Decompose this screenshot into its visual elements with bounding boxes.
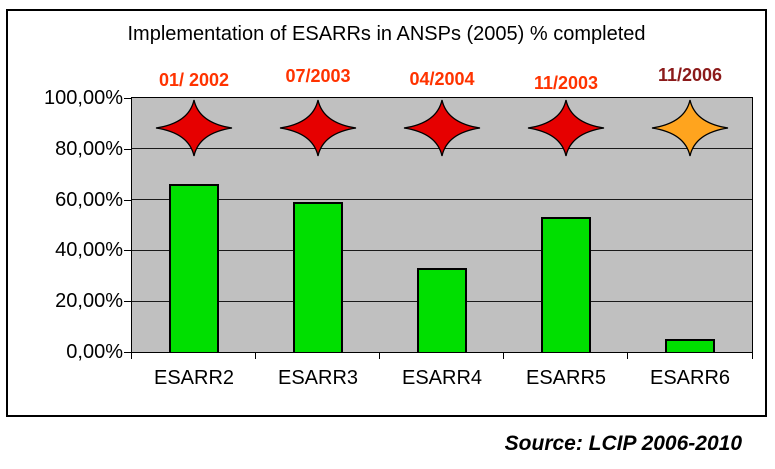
milestone-star-esarr2 <box>155 100 233 157</box>
y-tick-label: 20,00% <box>55 290 123 313</box>
bar-esarr6 <box>665 339 715 352</box>
gridline <box>132 199 752 201</box>
y-tick-label: 100,00% <box>44 87 123 109</box>
y-axis-tick <box>124 199 132 201</box>
x-axis-tick <box>255 353 256 359</box>
x-axis-tick <box>752 353 753 359</box>
x-category-label: ESARR2 <box>153 367 235 389</box>
source-caption: Source: LCIP 2006-2010 <box>504 432 742 455</box>
milestone-star-esarr4 <box>403 100 481 157</box>
milestone-star-esarr5 <box>527 100 605 157</box>
gridline <box>132 249 752 251</box>
x-axis-tick <box>379 353 380 359</box>
x-category-label: ESARR6 <box>649 367 731 389</box>
plot-area <box>131 97 753 353</box>
y-tick-label: 40,00% <box>55 239 123 262</box>
y-axis-tick <box>124 301 132 303</box>
milestone-date-label: 11/2006 <box>657 65 723 85</box>
y-axis-tick <box>124 148 132 150</box>
milestone-date-label: 04/2004 <box>409 69 475 89</box>
x-axis-tick <box>503 353 504 359</box>
x-category-label: ESARR4 <box>401 367 483 389</box>
x-axis-tick <box>627 353 628 359</box>
bar-esarr5 <box>541 217 591 352</box>
x-category-label: ESARR5 <box>525 367 607 389</box>
bar-esarr4 <box>417 268 467 352</box>
milestone-date-label: 11/2003 <box>533 73 599 93</box>
milestone-date-label: 01/ 2002 <box>158 70 230 90</box>
y-tick-label: 60,00% <box>55 188 123 211</box>
bar-esarr3 <box>293 202 343 352</box>
y-tick-label: 80,00% <box>55 137 123 160</box>
bar-esarr2 <box>169 184 219 352</box>
y-axis-tick <box>124 352 132 353</box>
y-tick-label: 0,00% <box>66 341 123 363</box>
chart-frame: Implementation of ESARRs in ANSPs (2005)… <box>6 9 767 417</box>
y-axis-tick <box>124 98 132 99</box>
y-axis-tick <box>124 250 132 252</box>
x-category-label: ESARR3 <box>277 367 359 389</box>
milestone-date-label: 07/2003 <box>285 66 351 86</box>
milestone-star-esarr6 <box>651 100 729 157</box>
x-axis-tick <box>131 353 132 359</box>
chart-title: Implementation of ESARRs in ANSPs (2005)… <box>127 23 646 45</box>
milestone-star-esarr3 <box>279 100 357 157</box>
